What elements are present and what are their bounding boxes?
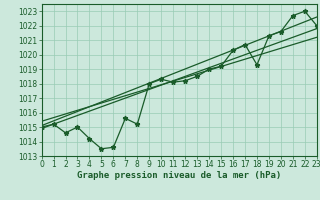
X-axis label: Graphe pression niveau de la mer (hPa): Graphe pression niveau de la mer (hPa) (77, 171, 281, 180)
